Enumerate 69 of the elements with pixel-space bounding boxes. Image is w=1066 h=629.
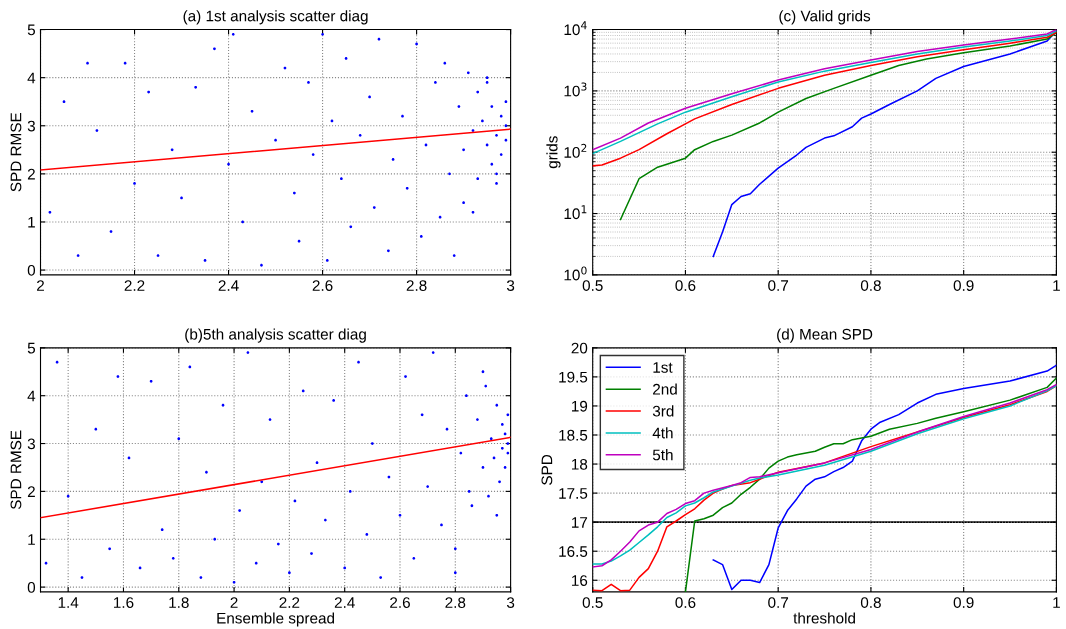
x-tick-label: 0.8	[860, 597, 881, 608]
y-tick-label: 10$^{0}$	[564, 266, 587, 281]
y-tick-label: 5	[27, 342, 36, 354]
y-tick-label: 16.5	[559, 546, 588, 557]
x-tick-label: 3	[506, 597, 515, 608]
x-axis-title: threshold	[793, 612, 855, 624]
x-tick-label: 0.8	[860, 280, 881, 291]
y-tick-label: 2	[27, 486, 35, 497]
y-tick-label: 4	[27, 390, 36, 402]
y-tick-label: 10$^{2}$	[564, 143, 587, 158]
legend-label: 1st	[653, 362, 673, 373]
y-tick-label: 18.5	[559, 429, 588, 441]
y-tick-label: 17	[572, 517, 588, 528]
y-tick-label: 4	[27, 72, 36, 84]
x-tick-label: 0.5	[582, 280, 603, 291]
x-tick-label: 1.4	[58, 597, 79, 608]
legend-label: 2nd	[653, 383, 677, 395]
legend-label: 3rd	[652, 405, 674, 417]
x-tick-label: 0.9	[953, 280, 974, 291]
chart-title: (b)5th analysis scatter diag	[185, 328, 366, 343]
y-tick-label: 19	[572, 400, 588, 412]
x-tick-label: 0.6	[675, 280, 696, 291]
chart-title: (a) 1st analysis scatter diag	[183, 10, 368, 25]
y-tick-label: 0	[27, 264, 36, 276]
y-tick-label: 5	[27, 24, 36, 36]
x-tick-label: 2	[37, 280, 44, 291]
x-tick-label: 1.8	[169, 597, 189, 608]
y-tick-label: 17.5	[559, 488, 588, 499]
x-tick-label: 0.6	[675, 597, 696, 608]
y-tick-label: 10$^{3}$	[564, 82, 587, 97]
y-tick-label: 18	[572, 458, 588, 470]
x-tick-label: 0.5	[582, 597, 603, 608]
legend-label: 4th	[652, 427, 673, 439]
x-tick-label: 1	[1053, 597, 1060, 608]
x-tick-label: 2.4	[334, 597, 355, 608]
y-tick-label: 1	[28, 534, 35, 545]
y-tick-label: 2	[27, 168, 35, 180]
y-tick-label: 20	[571, 342, 588, 354]
chart-title: (c) Valid grids	[779, 10, 871, 25]
y-tick-label: 0	[27, 581, 36, 593]
x-tick-label: 2.2	[124, 280, 145, 291]
x-tick-label: 2.4	[218, 280, 239, 291]
line-series	[619, 31, 1057, 221]
x-tick-label: 0.7	[768, 597, 789, 608]
y-tick-label: 3	[27, 438, 35, 450]
x-axis-title: Ensemble spread	[217, 612, 335, 627]
y-tick-label: 19.5	[559, 371, 588, 383]
y-axis-title: SPD RMSE	[10, 430, 22, 510]
x-tick-label: 2	[230, 597, 238, 608]
y-axis-title: SPD RMSE	[10, 112, 22, 192]
x-tick-label: 2.8	[445, 597, 466, 608]
y-tick-label: 16	[572, 575, 588, 586]
chart-title: (d) Mean SPD	[777, 328, 873, 343]
y-tick-label: 3	[27, 120, 35, 132]
legend-label: 5th	[652, 449, 673, 461]
y-tick-label: 10$^{4}$	[564, 21, 587, 36]
y-tick-label: 10$^{1}$	[564, 205, 587, 220]
y-axis-title: grids	[546, 136, 561, 169]
x-tick-label: 0.9	[953, 597, 974, 608]
x-tick-label: 1.6	[114, 597, 134, 608]
y-axis-title: SPD	[541, 454, 553, 485]
x-tick-label: 0.7	[768, 280, 789, 291]
x-tick-label: 2.8	[406, 280, 427, 291]
x-tick-label: 2.6	[312, 280, 333, 291]
x-tick-label: 2.6	[390, 597, 410, 608]
x-tick-label: 3	[506, 280, 515, 291]
y-tick-label: 1	[28, 216, 35, 228]
x-tick-label: 1	[1053, 280, 1060, 291]
x-tick-label: 2.2	[279, 597, 300, 608]
